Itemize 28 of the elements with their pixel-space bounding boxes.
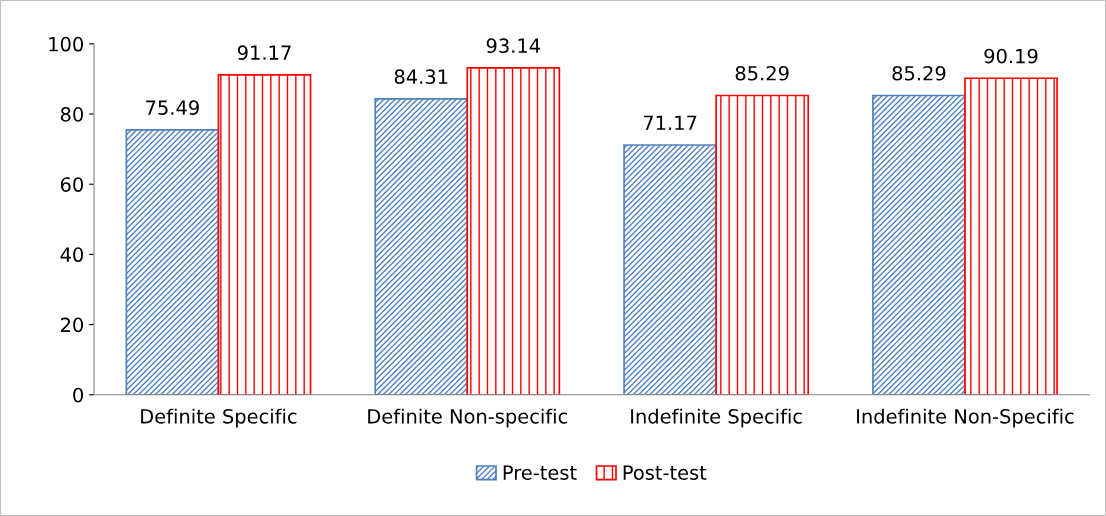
bar <box>374 98 469 395</box>
data-label: 71.17 <box>643 115 697 130</box>
data-label: 84.31 <box>394 69 448 85</box>
data-label: 75.49 <box>146 100 199 115</box>
data-label: 93.14 <box>486 38 541 54</box>
legend-label: Pre-test <box>503 465 577 480</box>
bar <box>715 94 810 395</box>
y-tick-label: 80 <box>60 106 83 122</box>
x-tick-label: Indefinite Specific <box>631 408 802 428</box>
data-label: 85.29 <box>892 65 946 81</box>
x-tick-label: Definite Non-specific <box>368 408 568 428</box>
bar <box>125 129 220 395</box>
bar <box>623 144 717 395</box>
bar <box>964 77 1058 395</box>
data-label: 85.29 <box>735 65 789 81</box>
bar <box>872 94 966 395</box>
y-tick-label: 20 <box>60 317 83 333</box>
bar <box>466 67 561 395</box>
y-tick-label: 60 <box>60 177 83 192</box>
y-tick-label: 0 <box>73 387 83 403</box>
data-label: 91.17 <box>237 45 291 60</box>
x-tick-label: Indefinite Non-Specific <box>857 408 1074 428</box>
y-tick-label: 40 <box>60 247 83 263</box>
legend-label: Post-test <box>623 465 707 480</box>
y-tick-label: 100 <box>49 36 83 52</box>
bar <box>217 74 312 395</box>
data-label: 90.19 <box>984 48 1038 64</box>
x-tick-label: Definite Specific <box>141 408 297 428</box>
